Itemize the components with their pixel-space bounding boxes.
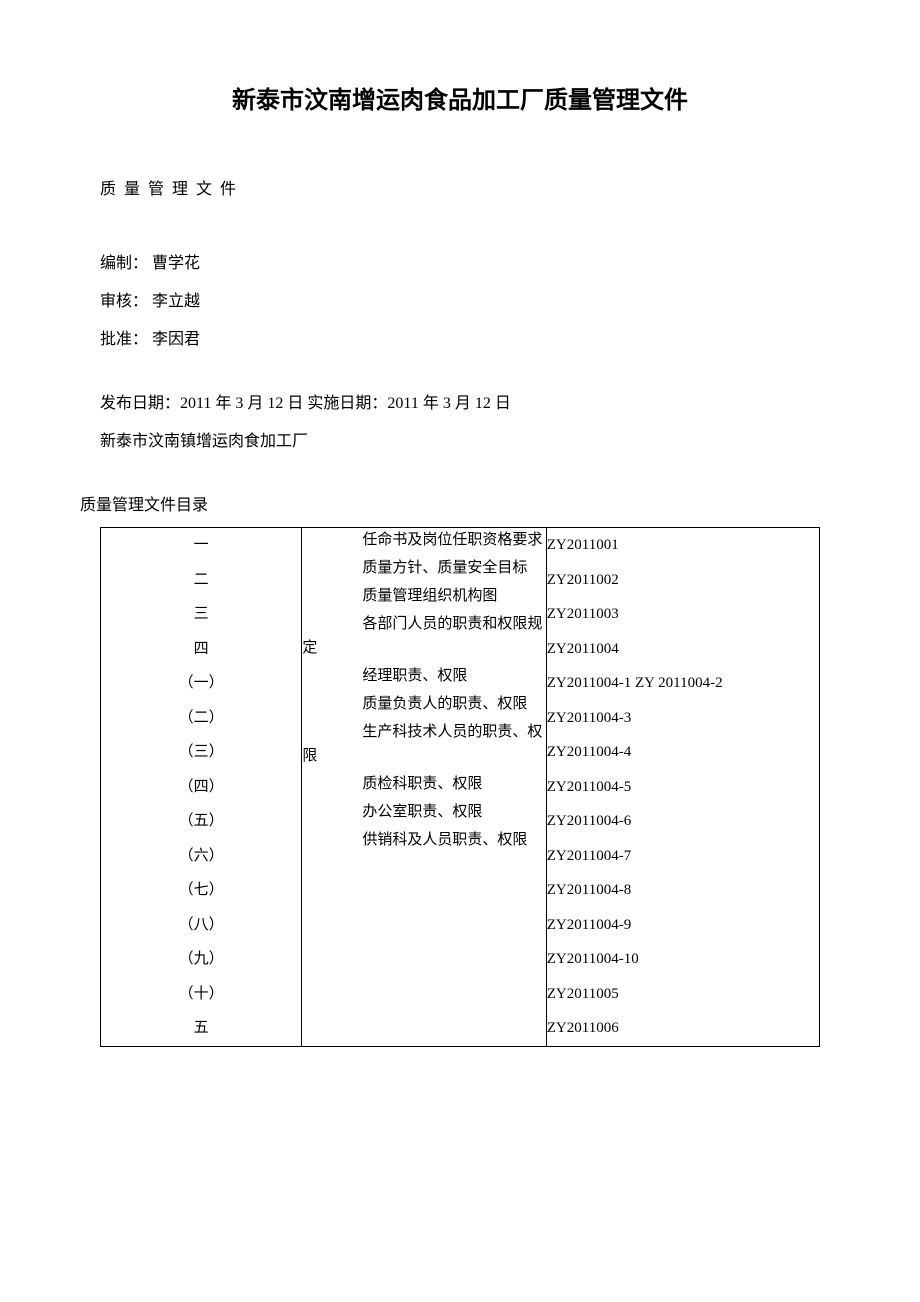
toc-num: 二	[101, 563, 301, 598]
toc-desc: 办公室职责、权限	[302, 800, 545, 824]
toc-col-codes: ZY2011001 ZY2011002 ZY2011003 ZY2011004 …	[546, 528, 819, 1047]
toc-num: 一	[101, 528, 301, 563]
toc-num: （一）	[101, 666, 301, 701]
toc-code: ZY2011004-9	[547, 908, 819, 943]
toc-code: ZY2011004-8	[547, 873, 819, 908]
toc-code: ZY2011004-1 ZY 2011004-2	[547, 666, 819, 701]
toc-title: 质量管理文件目录	[80, 491, 820, 515]
reviewer-line: 审核： 李立越	[100, 287, 820, 311]
toc-num: 四	[101, 632, 301, 667]
toc-num: （九）	[101, 942, 301, 977]
toc-code: ZY2011003	[547, 597, 819, 632]
toc-code: ZY2011005	[547, 977, 819, 1012]
compiler-line: 编制： 曹学花	[100, 249, 820, 273]
toc-num: （五）	[101, 804, 301, 839]
toc-num: （八）	[101, 908, 301, 943]
toc-num: （三）	[101, 735, 301, 770]
toc-col-numbers: 一 二 三 四 （一） （二） （三） （四） （五） （六） （七） （八） …	[101, 528, 302, 1047]
approver-line: 批准： 李因君	[100, 325, 820, 349]
date-line: 发布日期：2011 年 3 月 12 日 实施日期：2011 年 3 月 12 …	[100, 389, 820, 413]
toc-num: （六）	[101, 839, 301, 874]
document-title: 新泰市汶南增运肉食品加工厂质量管理文件	[100, 80, 820, 115]
toc-num: （十）	[101, 977, 301, 1012]
document-subtitle: 质 量 管 理 文 件	[100, 175, 820, 199]
toc-desc: 质量负责人的职责、权限	[302, 692, 545, 716]
toc-code: ZY2011004-7	[547, 839, 819, 874]
toc-num: （七）	[101, 873, 301, 908]
toc-desc: 经理职责、权限	[302, 664, 545, 688]
toc-code: ZY2011002	[547, 563, 819, 598]
toc-code: ZY2011006	[547, 1011, 819, 1046]
toc-desc: 质量管理组织机构图	[302, 584, 545, 608]
toc-num: 三	[101, 597, 301, 632]
toc-desc: 质量方针、质量安全目标	[302, 556, 545, 580]
issuer-line: 新泰市汶南镇增运肉食加工厂	[100, 427, 820, 451]
meta-block: 编制： 曹学花 审核： 李立越 批准： 李因君	[100, 249, 820, 349]
toc-code: ZY2011004-5	[547, 770, 819, 805]
toc-code: ZY2011004-10	[547, 942, 819, 977]
toc-code: ZY2011004-6	[547, 804, 819, 839]
toc-num: 五	[101, 1011, 301, 1046]
toc-desc: 供销科及人员职责、权限	[302, 828, 545, 852]
toc-desc: 质检科职责、权限	[302, 772, 545, 796]
toc-desc: 生产科技术人员的职责、权限	[302, 720, 545, 768]
toc-table: 一 二 三 四 （一） （二） （三） （四） （五） （六） （七） （八） …	[100, 527, 820, 1047]
toc-code: ZY2011001	[547, 528, 819, 563]
toc-code: ZY2011004-3	[547, 701, 819, 736]
toc-col-descriptions: 任命书及岗位任职资格要求 质量方针、质量安全目标 质量管理组织机构图 各部门人员…	[302, 528, 546, 1047]
toc-num: （二）	[101, 701, 301, 736]
toc-num: （四）	[101, 770, 301, 805]
toc-desc: 任命书及岗位任职资格要求	[302, 528, 545, 552]
toc-code: ZY2011004	[547, 632, 819, 667]
toc-desc: 各部门人员的职责和权限规定	[302, 612, 545, 660]
toc-code: ZY2011004-4	[547, 735, 819, 770]
